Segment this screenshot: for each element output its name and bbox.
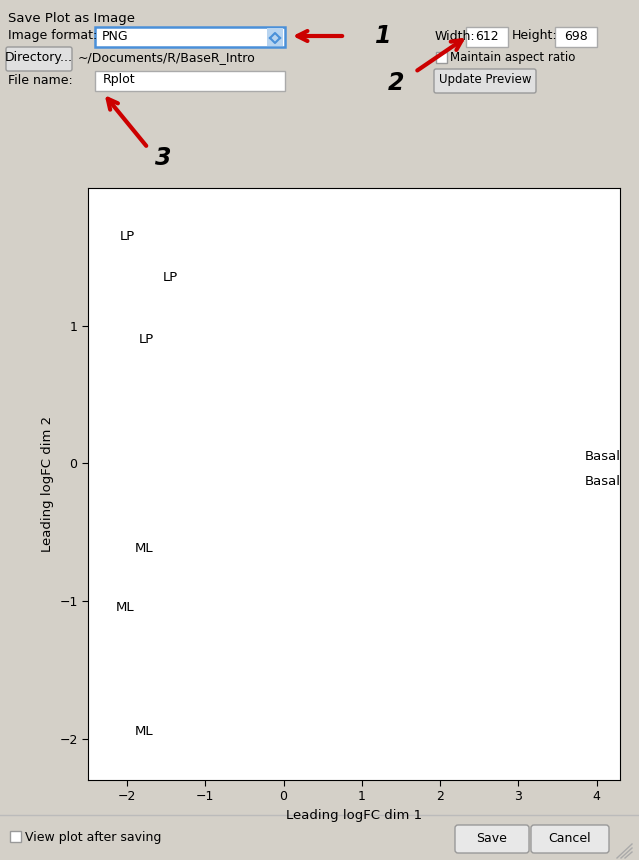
Text: ML: ML <box>135 542 153 556</box>
Text: Cancel: Cancel <box>549 832 591 845</box>
Bar <box>436 52 447 63</box>
Text: 3: 3 <box>155 146 171 170</box>
Text: LP: LP <box>162 271 178 284</box>
Text: PNG: PNG <box>102 29 128 42</box>
Text: Update Preview: Update Preview <box>439 73 531 87</box>
Text: ~/Documents/R/BaseR_Intro: ~/Documents/R/BaseR_Intro <box>78 52 256 64</box>
Text: 612: 612 <box>475 29 499 42</box>
Text: ML: ML <box>135 725 153 739</box>
FancyBboxPatch shape <box>95 27 285 47</box>
Bar <box>555 27 597 47</box>
Text: 698: 698 <box>564 29 588 42</box>
FancyBboxPatch shape <box>434 69 536 93</box>
Text: LP: LP <box>139 333 154 346</box>
Bar <box>10 831 21 842</box>
Text: 2: 2 <box>388 71 404 95</box>
Text: ML: ML <box>116 601 134 614</box>
Text: Width:: Width: <box>435 29 475 42</box>
X-axis label: Leading logFC dim 1: Leading logFC dim 1 <box>286 809 422 822</box>
Text: Save Plot as Image: Save Plot as Image <box>8 12 135 25</box>
Text: File name:: File name: <box>8 73 73 87</box>
FancyBboxPatch shape <box>455 825 529 853</box>
Text: Save: Save <box>477 832 507 845</box>
FancyBboxPatch shape <box>267 28 283 46</box>
Text: View plot after saving: View plot after saving <box>25 832 162 845</box>
Text: 1: 1 <box>375 24 392 48</box>
Bar <box>95 71 285 91</box>
FancyBboxPatch shape <box>531 825 609 853</box>
Text: Image format:: Image format: <box>8 29 97 42</box>
FancyBboxPatch shape <box>6 47 72 71</box>
Text: Basal: Basal <box>585 475 621 488</box>
Y-axis label: Leading logFC dim 2: Leading logFC dim 2 <box>41 416 54 552</box>
Text: Directory...: Directory... <box>5 52 73 64</box>
Text: Maintain aspect ratio: Maintain aspect ratio <box>450 52 575 64</box>
Text: Height:: Height: <box>512 29 558 42</box>
Text: Rplot: Rplot <box>103 73 135 87</box>
Bar <box>466 27 508 47</box>
Text: LP: LP <box>119 230 135 243</box>
Text: Basal: Basal <box>585 450 621 463</box>
